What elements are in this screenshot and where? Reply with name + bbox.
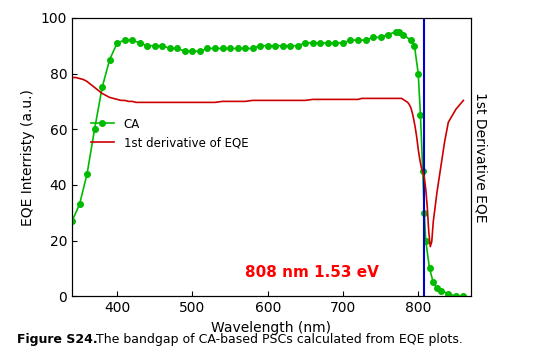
Text: Figure S24.: Figure S24.	[17, 333, 98, 346]
Y-axis label: 1st Derivative EQE: 1st Derivative EQE	[474, 92, 488, 222]
X-axis label: Wavelength (nm): Wavelength (nm)	[212, 321, 331, 335]
Text: 808 nm 1.53 eV: 808 nm 1.53 eV	[245, 265, 379, 280]
Y-axis label: EQE Interristy (a.u.): EQE Interristy (a.u.)	[21, 89, 35, 226]
Text: The bandgap of CA-based PSCs calculated from EQE plots.: The bandgap of CA-based PSCs calculated …	[80, 333, 463, 346]
Legend: CA, 1st derivative of EQE: CA, 1st derivative of EQE	[86, 113, 253, 154]
